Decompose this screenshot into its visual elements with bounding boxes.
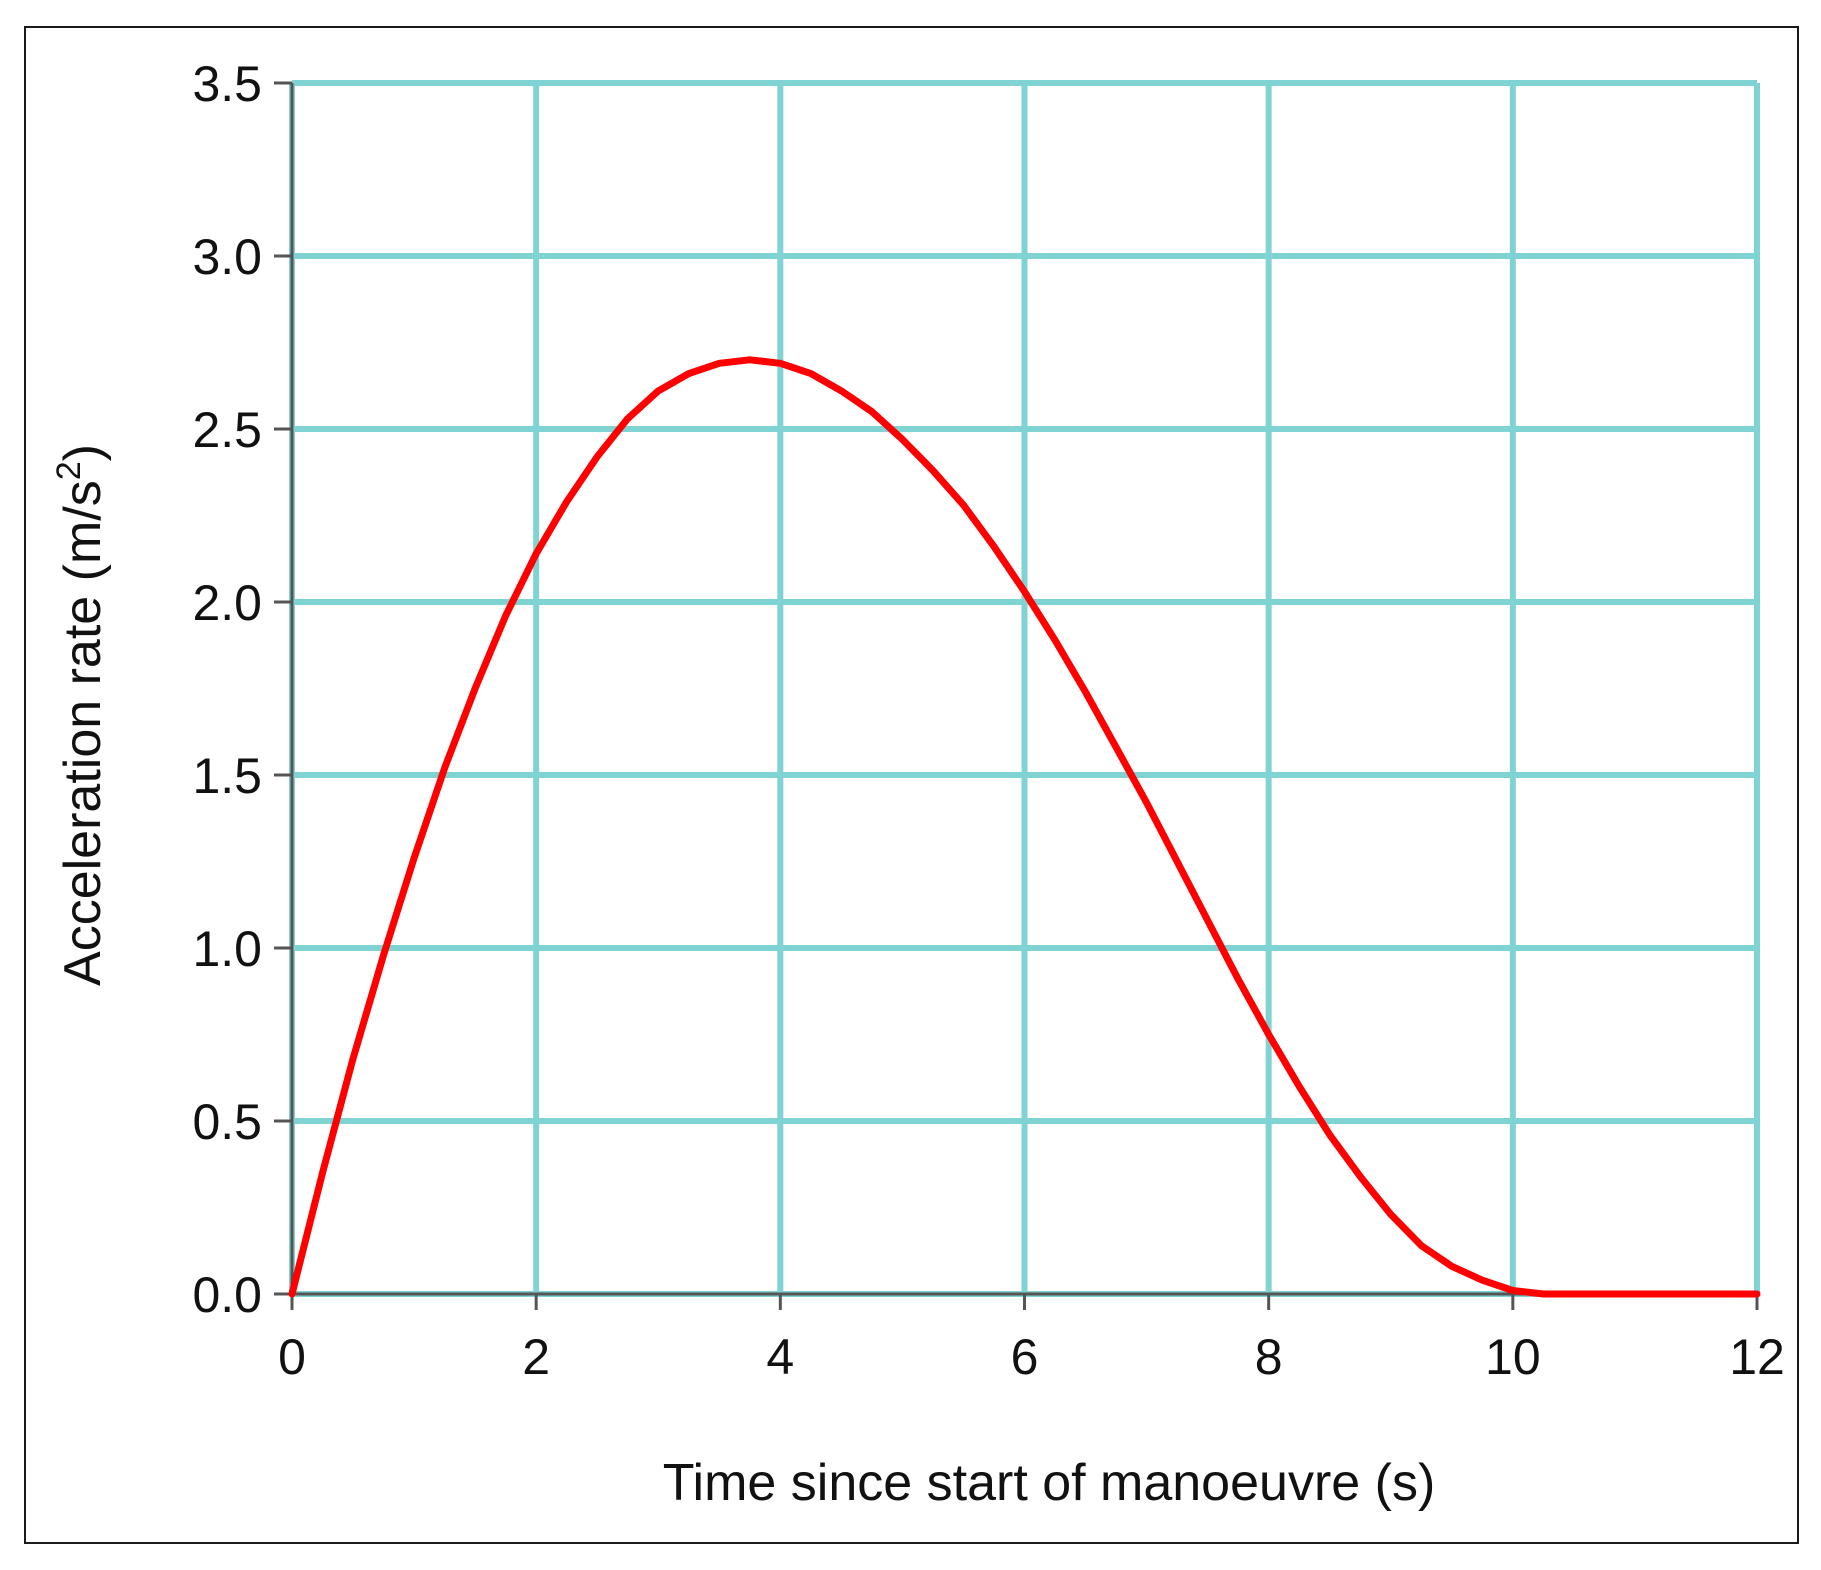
x-tick-label: 10: [1485, 1329, 1541, 1385]
data-point: [1144, 800, 1150, 806]
y-axis-title-group: Acceleration rate (m/s2): [50, 444, 112, 986]
data-point: [503, 613, 509, 619]
data-point: [716, 360, 722, 366]
y-tick-label: 3.5: [192, 56, 262, 112]
y-tick-label: 1.0: [192, 921, 262, 977]
data-point: [594, 454, 600, 460]
data-point: [686, 371, 692, 377]
data-point: [442, 765, 448, 771]
data-point: [808, 371, 814, 377]
data-point: [1571, 1291, 1577, 1297]
data-point: [899, 436, 905, 442]
data-point: [1205, 917, 1211, 923]
data-point: [1388, 1211, 1394, 1217]
data-point: [1174, 859, 1180, 864]
data-point: [1693, 1291, 1699, 1297]
y-axis-title: Acceleration rate (m/s2): [50, 444, 112, 986]
y-tick-label: 1.5: [192, 748, 262, 804]
y-tick-label: 2.0: [192, 575, 262, 631]
data-point: [930, 468, 936, 474]
data-point: [1022, 589, 1027, 595]
y-axis-title-close: ): [54, 444, 112, 461]
y-axis-title-superscript: 2: [50, 461, 88, 480]
data-point: [1632, 1291, 1638, 1297]
data-point: [411, 855, 417, 861]
data-point: [289, 1291, 295, 1297]
y-tick-label: 0.0: [192, 1267, 262, 1323]
data-point: [960, 502, 966, 508]
data-point: [1418, 1243, 1424, 1249]
data-point: [869, 409, 875, 415]
data-point: [655, 388, 661, 394]
x-tick-label: 8: [1255, 1329, 1283, 1385]
data-point: [320, 1170, 326, 1176]
data-point: [1235, 976, 1241, 982]
data-point: [1479, 1277, 1485, 1283]
y-tick-label: 0.5: [192, 1094, 262, 1150]
data-point: [747, 357, 753, 363]
data-point: [564, 499, 570, 505]
data-point: [1113, 744, 1119, 750]
data-point: [350, 1056, 356, 1062]
data-point: [381, 952, 387, 958]
data-point: [1296, 1083, 1302, 1089]
x-tick-label: 6: [1011, 1329, 1039, 1385]
y-tick-label: 2.5: [192, 402, 262, 458]
data-point: [1052, 637, 1058, 643]
data-point: [1083, 689, 1089, 695]
data-point: [625, 416, 631, 422]
y-tick-label: 3.0: [192, 229, 262, 285]
x-tick-label: 0: [278, 1329, 306, 1385]
data-point: [1754, 1291, 1760, 1297]
data-point: [1357, 1173, 1363, 1179]
data-point: [838, 388, 844, 394]
grid-layer: [289, 80, 1760, 1297]
axis-layer: [274, 81, 1759, 1310]
data-point: [1601, 1291, 1607, 1297]
x-tick-label: 2: [522, 1329, 550, 1385]
data-point: [991, 544, 997, 550]
data-point: [533, 551, 539, 557]
x-tick-label: 4: [766, 1329, 794, 1385]
series-layer: [288, 356, 1761, 1298]
y-axis-title-text: Acceleration rate (m/s: [54, 480, 112, 986]
x-axis-title: Time since start of manoeuvre (s): [663, 1454, 1436, 1512]
data-point: [1449, 1263, 1455, 1269]
data-point: [777, 360, 783, 366]
data-point: [472, 686, 478, 691]
tick-labels: 0 2 4 6 8 10 12 0.0 0.5 1.0 1.5 2.0 2.5 3.0 3.5: [192, 56, 1784, 1385]
data-point: [1266, 1032, 1272, 1037]
data-point: [1510, 1288, 1516, 1294]
data-point: [1327, 1132, 1333, 1138]
data-point: [1540, 1291, 1546, 1297]
x-tick-label: 12: [1729, 1329, 1785, 1385]
